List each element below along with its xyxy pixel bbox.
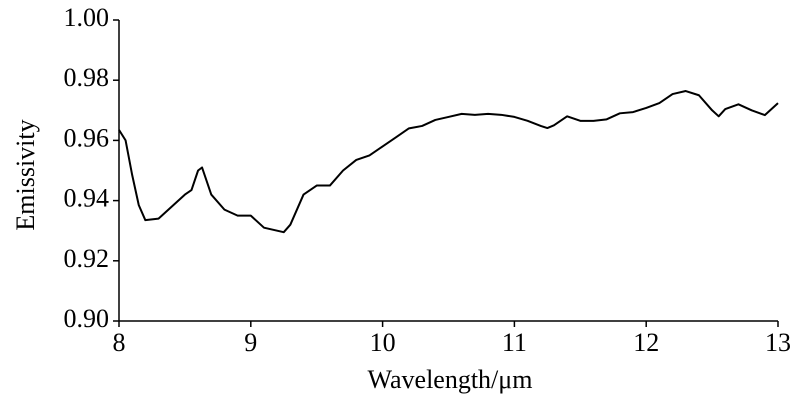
- x-tick-label: 11: [502, 328, 527, 357]
- x-tick-label: 8: [113, 328, 126, 357]
- y-tick-label: 0.94: [64, 184, 110, 213]
- x-tick-label: 10: [370, 328, 396, 357]
- x-axis-label: Wavelength/μm: [368, 365, 533, 394]
- y-tick-label: 1.00: [64, 3, 110, 32]
- x-tick-label: 12: [633, 328, 659, 357]
- y-tick-label: 0.98: [64, 63, 110, 92]
- y-axis-label: Emissivity: [11, 119, 40, 230]
- y-tick-label: 0.92: [64, 244, 110, 273]
- y-tick-label: 0.90: [64, 304, 110, 333]
- x-tick-label: 13: [765, 328, 791, 357]
- data-line: [118, 90, 779, 234]
- x-tick-label: 9: [244, 328, 257, 357]
- y-tick-label: 0.96: [64, 123, 110, 152]
